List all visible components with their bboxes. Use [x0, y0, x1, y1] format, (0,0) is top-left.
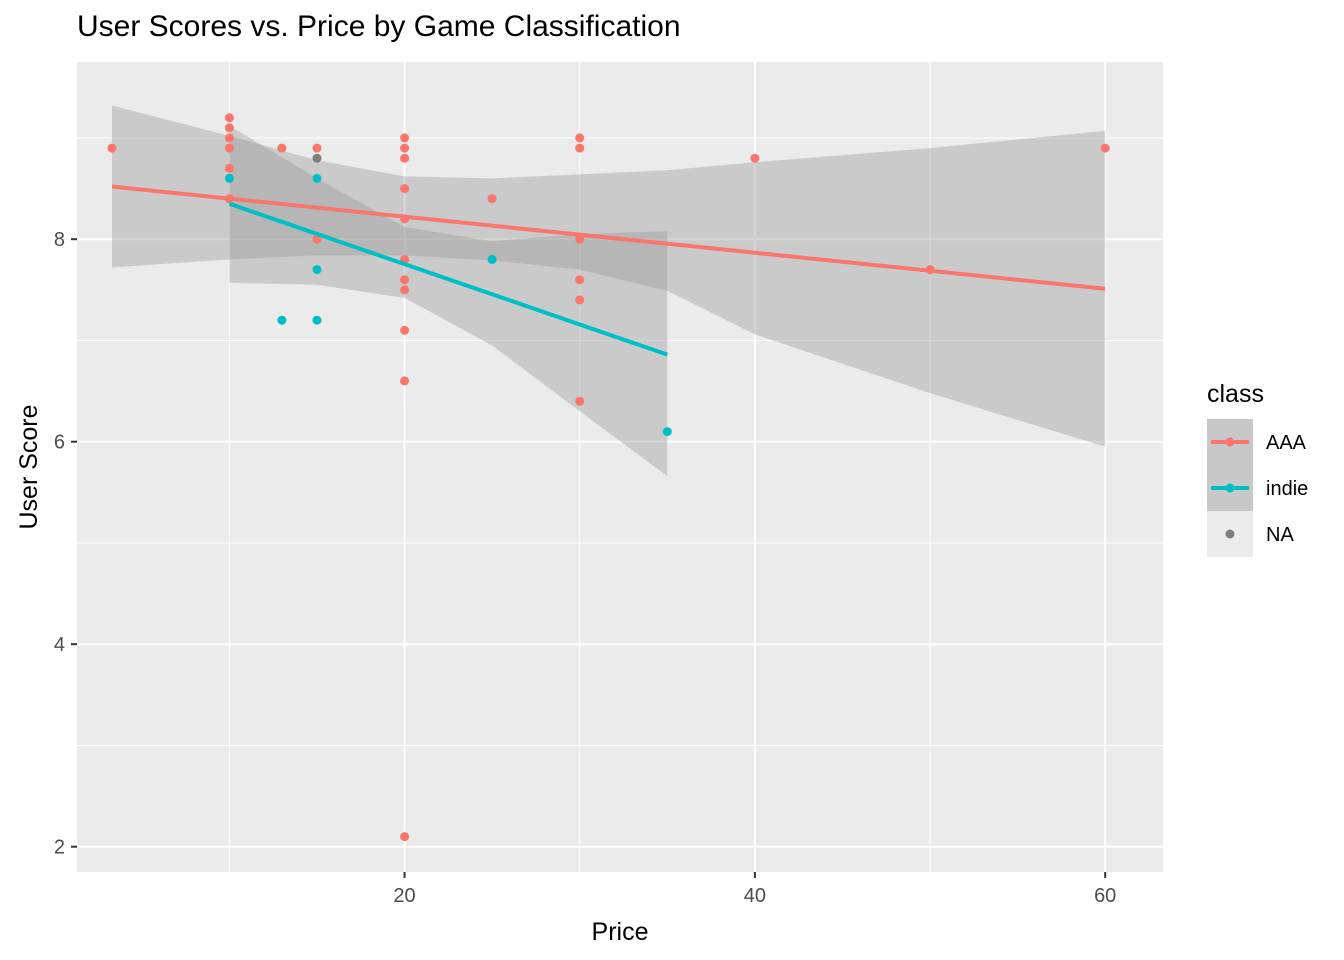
x-tick-label: 60 [1094, 885, 1116, 907]
data-point-aaa [224, 113, 234, 123]
data-point-indie [312, 173, 322, 183]
fit-line-aaa [111, 184, 1106, 291]
data-point-aaa [224, 123, 234, 133]
data-point-aaa [1100, 143, 1110, 153]
legend-key-point-aaa [1225, 437, 1235, 447]
data-point-indie [487, 254, 497, 264]
legend: class AAA indie NA [1207, 380, 1308, 557]
legend-key-point-indie [1225, 483, 1235, 493]
data-point-aaa [400, 133, 410, 143]
data-point-aaa [224, 163, 234, 173]
x-tick-label: 40 [744, 885, 766, 907]
legend-label-indie: indie [1266, 478, 1308, 500]
y-tick-label: 8 [54, 229, 65, 251]
fit-line-indie [228, 201, 668, 357]
data-point-aaa [487, 194, 497, 204]
y-tick-label: 2 [54, 837, 65, 859]
data-point-indie [224, 173, 234, 183]
data-point-aaa [400, 184, 410, 194]
data-point-aaa [575, 295, 585, 305]
data-point-aaa [277, 143, 287, 153]
data-point-aaa [400, 143, 410, 153]
data-point-aaa [224, 133, 234, 143]
data-point-aaa [575, 234, 585, 244]
data-point-aaa [107, 143, 117, 153]
y-tick-label: 4 [54, 634, 65, 656]
fit-lines [111, 184, 1106, 357]
data-points [107, 113, 1110, 842]
data-point-indie [312, 265, 322, 275]
data-point-na [312, 153, 322, 163]
data-point-indie [312, 315, 322, 325]
legend-keys: AAA indie NA [1207, 419, 1308, 557]
chart-title: User Scores vs. Price by Game Classifica… [77, 10, 681, 43]
legend-title: class [1207, 380, 1264, 408]
data-point-aaa [400, 376, 410, 386]
data-point-aaa [575, 143, 585, 153]
legend-label-aaa: AAA [1266, 432, 1307, 454]
data-point-aaa [400, 275, 410, 285]
confidence-band-aaa [112, 105, 1106, 447]
data-point-indie [277, 315, 287, 325]
data-point-aaa [575, 133, 585, 143]
data-point-aaa [400, 153, 410, 163]
axis-ticks: 20 40 60 2 4 6 8 [54, 229, 1116, 907]
data-point-indie [662, 427, 672, 437]
data-point-aaa [400, 325, 410, 335]
y-tick-label: 6 [54, 432, 65, 454]
y-axis-title: User Score [15, 404, 43, 529]
data-point-aaa [400, 832, 410, 842]
x-tick-label: 20 [393, 885, 415, 907]
data-point-aaa [575, 396, 585, 406]
data-point-aaa [312, 143, 322, 153]
confidence-band-indie [229, 125, 668, 477]
data-point-aaa [312, 234, 322, 244]
legend-label-na: NA [1266, 524, 1294, 546]
data-point-aaa [750, 153, 760, 163]
data-point-aaa [400, 285, 410, 295]
grid-lines [77, 62, 1163, 872]
data-point-aaa [224, 143, 234, 153]
x-axis-title: Price [592, 918, 649, 946]
data-point-aaa [575, 275, 585, 285]
confidence-bands [112, 105, 1106, 477]
plot-panel [77, 62, 1163, 872]
legend-key-point-na [1225, 529, 1235, 539]
